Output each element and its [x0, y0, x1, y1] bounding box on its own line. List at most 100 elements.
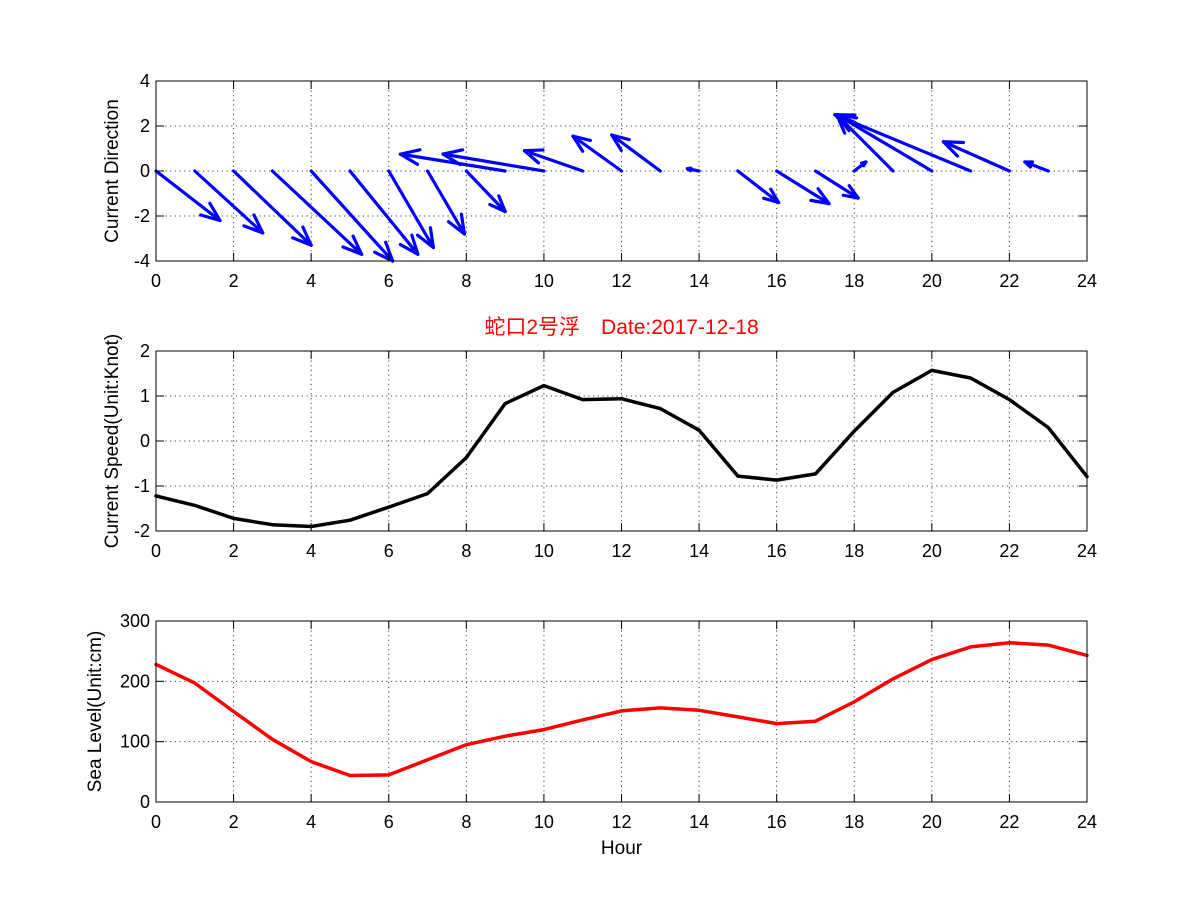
direction-arrow	[522, 148, 585, 173]
direction-arrow	[154, 169, 222, 223]
direction-arrow	[441, 148, 546, 173]
direction-arrow-head	[459, 212, 466, 236]
direction-arrow-head	[841, 193, 860, 200]
speed-chart-title: 蛇口2号浮 Date:2017-12-18	[484, 316, 758, 339]
direction-arrow-shaft	[522, 149, 585, 173]
speed-xtick-label: 24	[1077, 541, 1097, 561]
direction-ylabel: Current Direction	[102, 99, 123, 243]
direction-arrow-shaft	[464, 169, 507, 214]
direction-arrow-shaft	[835, 113, 934, 173]
direction-arrow	[685, 166, 701, 173]
direction-xtick-label: 8	[461, 271, 471, 291]
direction-xtick-label: 2	[229, 271, 239, 291]
direction-xtick-label: 18	[844, 271, 864, 291]
direction-arrow	[348, 169, 420, 256]
direction-arrow-shaft	[387, 169, 435, 250]
direction-ytick-label: 2	[140, 116, 150, 136]
direction-arrow-head	[208, 201, 222, 223]
speed-ylabel: Current Speed(Unit:Knot)	[102, 334, 123, 548]
sealevel-series	[154, 640, 1089, 778]
direction-arrow	[610, 133, 662, 173]
speed-ytick-label: -1	[134, 476, 150, 496]
direction-arrow-head	[410, 233, 420, 256]
direction-arrow-head	[833, 113, 851, 131]
direction-arrow-head	[252, 213, 265, 235]
sealevel-xtick-label: 12	[611, 812, 631, 832]
direction-arrow-shaft	[775, 169, 831, 206]
direction-arrow-head	[941, 140, 960, 158]
direction-arrow-head	[1023, 160, 1033, 169]
direction-arrow-shaft	[425, 169, 466, 236]
sealevel-xtick-label: 14	[689, 812, 709, 832]
direction-arrow-head	[809, 198, 831, 206]
direction-arrow-shaft	[193, 169, 265, 235]
direction-ytick-label: -2	[134, 206, 150, 226]
direction-arrow	[425, 169, 466, 236]
direction-arrow-head	[685, 167, 693, 173]
direction-arrow-shaft	[309, 169, 395, 263]
direction-xtick-label: 12	[611, 271, 631, 291]
sealevel-xtick-label: 16	[767, 812, 787, 832]
direction-arrow-head	[242, 224, 265, 235]
sealevel-xtick-label: 10	[534, 812, 554, 832]
sealevel-xtick-label: 2	[229, 812, 239, 832]
direction-arrow-head	[398, 242, 420, 256]
direction-arrow	[387, 169, 435, 250]
direction-arrow-head	[398, 148, 422, 156]
direction-arrow	[231, 169, 313, 247]
sealevel-xtick-label: 20	[922, 812, 942, 832]
direction-arrow-shaft	[398, 152, 507, 173]
sealevel-ytick-label: 0	[140, 792, 150, 812]
speed-xtick-label: 16	[767, 541, 787, 561]
speed-xtick-label: 22	[999, 541, 1019, 561]
sealevel-xtick-label: 0	[151, 812, 161, 832]
direction-arrow-shaft	[813, 169, 860, 200]
direction-ytick-label: 0	[140, 161, 150, 181]
sealevel-xtick-label: 24	[1077, 812, 1097, 832]
speed-xtick-label: 10	[534, 541, 554, 561]
sealevel-xtick-label: 18	[844, 812, 864, 832]
speed-ytick-label: -2	[134, 521, 150, 541]
direction-arrow-head	[610, 133, 631, 142]
direction-arrow-head	[816, 187, 831, 206]
direction-arrow-head	[341, 245, 364, 256]
direction-arrow-head	[941, 140, 966, 145]
direction-arrow-shaft	[231, 169, 313, 247]
direction-xtick-label: 16	[767, 271, 787, 291]
speed-xtick-label: 0	[151, 541, 161, 561]
direction-ytick-label: -4	[134, 251, 150, 271]
direction-arrow	[270, 169, 364, 256]
direction-arrow	[813, 169, 860, 200]
direction-arrow-head	[351, 234, 364, 256]
direction-arrow-head	[199, 213, 222, 223]
direction-arrow-head	[447, 220, 466, 236]
direction-xtick-label: 14	[689, 271, 709, 291]
direction-xtick-label: 6	[384, 271, 394, 291]
direction-xtick-label: 10	[534, 271, 554, 291]
speed-xtick-label: 18	[844, 541, 864, 561]
direction-arrow-head	[860, 160, 868, 165]
speed-xtick-label: 4	[306, 541, 316, 561]
direction-arrow-head	[610, 133, 623, 153]
direction-arrow	[852, 160, 868, 173]
speed-grid	[156, 351, 1087, 531]
sealevel-xtick-label: 8	[461, 812, 471, 832]
direction-arrow	[398, 148, 507, 173]
direction-arrow-head	[441, 148, 465, 156]
direction-arrow	[309, 169, 395, 263]
speed-ytick-label: 1	[140, 386, 150, 406]
direction-arrow-head	[441, 152, 462, 167]
direction-arrow-head	[373, 250, 395, 263]
direction-arrow	[1023, 160, 1050, 173]
direction-arrow-shaft	[571, 134, 624, 173]
sealevel-xlabel: Hour	[601, 838, 643, 859]
direction-arrow-head	[522, 149, 541, 165]
sealevel-ylabel: Sea Level(Unit:cm)	[85, 631, 106, 793]
direction-arrow-head	[398, 152, 420, 167]
direction-arrow-shaft	[348, 169, 420, 256]
direction-arrow-shaft	[270, 169, 364, 256]
